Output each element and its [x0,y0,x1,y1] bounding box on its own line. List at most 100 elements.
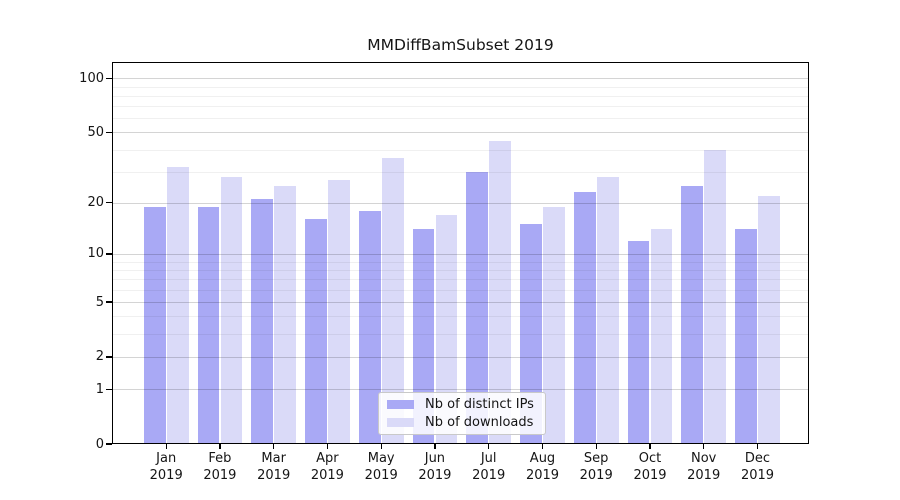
x-tick-label-sep: Sep 2019 [564,451,628,484]
gridline-major-100 [112,78,809,80]
legend-label-downloads: Nb of downloads [425,415,534,431]
x-tick-month: Nov [691,451,717,466]
x-tick-year: 2019 [257,467,291,483]
x-tick-mark-may [380,444,382,449]
x-tick-month: Apr [316,451,339,466]
x-tick-month: Jul [480,451,497,466]
gridline-minor-9 [112,261,809,263]
legend-label-distinct-ips: Nb of distinct IPs [425,396,534,412]
x-tick-mark-sep [595,444,597,449]
bar-distinct-ips-jun [412,229,435,444]
y-tick-label-2: 2 [95,349,104,365]
x-tick-mark-jan [165,444,167,449]
x-tick-mark-nov [703,444,705,449]
gridline-minor-80 [112,95,809,97]
bar-distinct-ips-aug [520,224,542,444]
y-tick-mark-50 [106,131,112,134]
gridline-major-5 [112,302,809,303]
gridline-minor-8 [112,269,809,271]
bar-distinct-ips-jan [143,206,166,444]
y-tick-label-10: 10 [87,246,104,262]
bar-downloads-jun [435,214,458,444]
bar-downloads-aug [543,206,565,444]
gridline-minor-4 [112,316,809,318]
x-tick-month: Jan [156,451,177,466]
x-tick-year: 2019 [203,467,237,483]
gridline-minor-3 [112,334,809,336]
gridline-major-1 [112,389,809,391]
x-tick-mark-aug [541,444,544,449]
bar-distinct-ips-may [358,210,381,444]
y-tick-mark-5 [106,301,112,303]
plot-area [112,62,809,444]
x-tick-label-feb: Feb 2019 [188,451,252,484]
bar-downloads-nov [704,149,727,444]
bar-downloads-apr [328,179,350,444]
x-tick-month: Jun [424,451,446,466]
legend-swatch-distinct-ips [387,399,414,409]
gridline-minor-90 [112,86,809,88]
bar-distinct-ips-feb [197,206,220,444]
x-tick-year: 2019 [525,467,560,483]
bar-downloads-mar [274,185,297,444]
x-tick-label-dec: Dec 2019 [726,451,790,484]
gridline-major-50 [112,132,809,134]
bar-downloads-jan [166,166,189,444]
legend: Nb of distinct IPs Nb of downloads [378,392,546,435]
gridline-minor-7 [112,279,809,281]
bar-downloads-jul [489,140,512,444]
x-tick-label-oct: Oct 2019 [618,451,682,484]
x-tick-year: 2019 [687,467,721,483]
x-tick-label-apr: Apr 2019 [295,451,359,484]
bar-downloads-oct [650,229,673,444]
y-tick-label-0: 0 [95,436,104,452]
x-tick-year: 2019 [149,467,183,483]
x-tick-year: 2019 [364,467,398,483]
y-tick-mark-2 [106,356,112,358]
gridline-major-10 [112,253,809,255]
legend-swatch-downloads [387,418,414,428]
x-tick-mark-dec [756,444,759,449]
bar-distinct-ips-sep [573,192,596,444]
y-tick-mark-100 [106,77,112,79]
bar-distinct-ips-jul [466,171,489,444]
x-tick-label-nov: Nov 2019 [672,451,736,484]
x-tick-label-jan: Jan 2019 [134,451,198,484]
x-tick-mark-feb [219,444,221,449]
chart-title: MMDiffBamSubset 2019 [367,36,554,54]
x-tick-label-jul: Jul 2019 [457,451,521,484]
y-tick-mark-20 [106,202,112,204]
y-tick-label-100: 100 [79,70,104,86]
bar-distinct-ips-nov [681,185,704,444]
x-tick-month: Aug [529,451,556,466]
y-tick-label-5: 5 [95,294,104,310]
x-tick-label-mar: Mar 2019 [242,451,306,484]
gridline-minor-6 [112,289,809,291]
x-tick-month: Mar [261,451,286,466]
x-tick-month: Sep [583,451,609,466]
x-tick-mark-jun [434,444,436,449]
gridline-major-2 [112,356,809,358]
x-tick-label-aug: Aug 2019 [511,451,575,484]
bar-distinct-ips-oct [627,240,650,444]
x-tick-month: Dec [744,451,771,466]
gridline-minor-40 [112,149,809,151]
y-tick-mark-10 [106,253,112,255]
x-tick-mark-jul [488,444,490,449]
x-tick-month: Oct [638,451,662,466]
x-tick-year: 2019 [310,467,344,483]
gridline-minor-70 [112,106,809,108]
x-tick-mark-apr [326,444,329,449]
x-tick-year: 2019 [740,467,775,483]
x-tick-month: Feb [208,451,232,466]
x-tick-year: 2019 [472,467,506,483]
x-tick-mark-mar [273,444,275,449]
legend-item-downloads: Nb of downloads [379,414,545,433]
gridline-major-20 [112,202,809,204]
gridline-minor-30 [112,171,809,173]
x-tick-year: 2019 [579,467,613,483]
x-tick-mark-oct [649,444,651,449]
legend-item-distinct-ips: Nb of distinct IPs [379,395,545,414]
x-tick-year: 2019 [633,467,667,483]
x-tick-year: 2019 [418,467,452,483]
